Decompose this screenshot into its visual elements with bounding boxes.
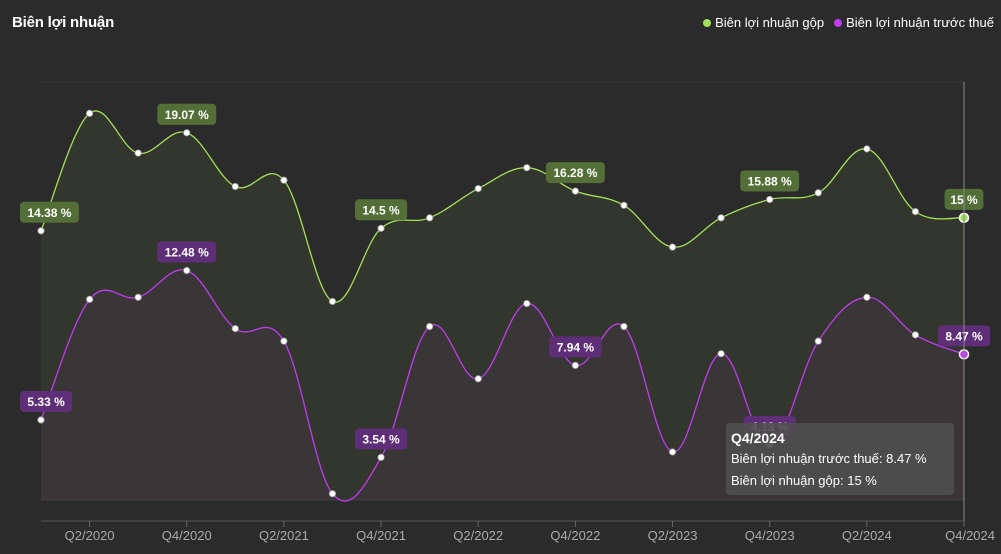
point-series-1-8[interactable] xyxy=(426,322,434,331)
point-series-0-7[interactable] xyxy=(377,224,385,232)
point-series-0-8[interactable] xyxy=(426,214,434,222)
point-series-0-3[interactable] xyxy=(183,129,191,137)
tooltip-row-pretax: Biên lợi nhuận trước thuế: 8.47 % xyxy=(731,448,949,470)
point-series-0-15[interactable] xyxy=(766,195,774,204)
point-series-1-12[interactable] xyxy=(620,322,628,331)
x-tick-label-2: Q2/2021 xyxy=(259,528,309,543)
data-label-bg-0-7 xyxy=(354,199,408,221)
x-tick-label-5: Q4/2022 xyxy=(550,528,600,543)
x-tick-label-3: Q4/2021 xyxy=(356,528,406,543)
point-series-0-9[interactable] xyxy=(474,184,482,193)
legend-label-pretax-margin: Biên lợi nhuận trước thuế xyxy=(846,15,994,30)
data-label-bg-0-15 xyxy=(740,170,800,192)
point-series-0-1[interactable] xyxy=(85,109,94,117)
chart-title: Biên lợi nhuận xyxy=(12,14,115,31)
point-series-1-16[interactable] xyxy=(814,337,822,345)
point-series-0-13[interactable] xyxy=(668,243,677,251)
data-label-1-7: 3.54 % xyxy=(362,432,400,446)
point-series-0-17[interactable] xyxy=(863,145,871,153)
point-series-1-10[interactable] xyxy=(523,299,531,308)
tooltip-row-pretax-value: 8.47 % xyxy=(886,451,927,466)
point-series-1-5[interactable] xyxy=(280,337,288,345)
point-series-0-10[interactable] xyxy=(523,164,531,172)
point-series-0-12[interactable] xyxy=(620,201,628,209)
x-tick-label-4: Q2/2022 xyxy=(453,528,503,543)
data-label-0-3: 19.07 % xyxy=(165,108,209,122)
data-label-bg-1-11 xyxy=(549,336,602,358)
legend-label-gross-margin: Biên lợi nhuận gộp xyxy=(715,15,825,30)
data-label-1-11: 7.94 % xyxy=(557,340,595,354)
point-series-1-6[interactable] xyxy=(328,490,337,498)
grid-layer xyxy=(41,81,964,501)
legend-item-gross-margin[interactable]: Biên lợi nhuận gộp xyxy=(703,15,824,30)
area-series-0 xyxy=(41,110,964,500)
point-series-1-0[interactable] xyxy=(37,416,45,424)
data-label-layer: 14.38 %19.07 %14.5 %16.28 %15.88 %15 %5.… xyxy=(20,103,991,450)
point-series-1-2[interactable] xyxy=(134,293,142,301)
point-series-0-11[interactable] xyxy=(571,187,579,195)
point-series-0-14[interactable] xyxy=(717,214,725,222)
data-label-bg-0-0 xyxy=(20,201,79,223)
data-label-bg-1-7 xyxy=(354,428,408,450)
point-series-1-4[interactable] xyxy=(231,325,239,333)
point-series-1-18[interactable] xyxy=(911,331,920,339)
legend-dot-gross-margin xyxy=(703,18,712,27)
x-tick-label-7: Q4/2023 xyxy=(745,528,795,543)
point-series-1-14[interactable] xyxy=(717,350,725,358)
data-label-0-15: 15.88 % xyxy=(748,174,792,188)
point-series-1-11[interactable] xyxy=(571,361,579,370)
data-label-1-3: 12.48 % xyxy=(165,246,209,260)
data-label-bg-0-11 xyxy=(545,162,605,184)
data-label-0-11: 16.28 % xyxy=(553,166,597,180)
tooltip-title: Q4/2024 xyxy=(731,430,785,446)
tooltip-row-gross: Biên lợi nhuận gộp: 15 % xyxy=(731,470,949,492)
point-series-0-5[interactable] xyxy=(280,176,288,184)
data-label-1-0: 5.33 % xyxy=(27,395,65,409)
point-series-0-4[interactable] xyxy=(231,182,239,191)
data-label-bg-0-3 xyxy=(157,103,217,125)
tooltip-row-gross-value: 15 % xyxy=(847,473,877,488)
tooltip-row-gross-label: Biên lợi nhuận gộp: xyxy=(731,473,848,488)
point-series-0-0[interactable] xyxy=(37,227,45,235)
point-series-0-6[interactable] xyxy=(328,297,337,306)
legend-dot-pretax-margin xyxy=(834,18,843,27)
tooltip-row-pretax-label: Biên lợi nhuận trước thuế: xyxy=(731,451,887,466)
legend-item-pretax-margin[interactable]: Biên lợi nhuận trước thuế xyxy=(834,15,994,30)
point-series-1-13[interactable] xyxy=(668,448,677,456)
x-tick-label-1: Q4/2020 xyxy=(162,528,212,543)
point-series-1-1[interactable] xyxy=(85,295,94,303)
point-series-0-18[interactable] xyxy=(911,207,920,216)
line-series-0 xyxy=(40,110,965,303)
x-tick-label-9: Q4/2024 xyxy=(945,528,995,543)
point-series-1-3[interactable] xyxy=(183,266,191,275)
x-axis: Q2/2020 Q4/2020 Q2/2021 Q4/2021 Q2/2022 Q4/20… xyxy=(41,82,995,543)
x-tick-label-0: Q2/2020 xyxy=(65,528,115,543)
point-series-1-17[interactable] xyxy=(863,293,871,301)
point-series-0-16[interactable] xyxy=(814,189,822,197)
x-tick-label-8: Q2/2024 xyxy=(842,528,892,543)
point-series-0-2[interactable] xyxy=(134,149,142,157)
data-label-0-7: 14.5 % xyxy=(362,203,400,217)
x-tick-label-6: Q2/2023 xyxy=(648,528,698,543)
point-series-1-7[interactable] xyxy=(377,453,385,461)
data-label-bg-1-0 xyxy=(20,390,73,412)
point-series-1-9[interactable] xyxy=(474,375,482,383)
data-label-bg-1-3 xyxy=(157,241,217,263)
data-label-0-0: 14.38 % xyxy=(27,206,71,220)
legend: Biên lợi nhuận gộp Biên lợi nhuận trước … xyxy=(703,15,994,30)
tooltip: Q4/2024 Biên lợi nhuận trước thuế: 8.47 … xyxy=(726,423,954,495)
